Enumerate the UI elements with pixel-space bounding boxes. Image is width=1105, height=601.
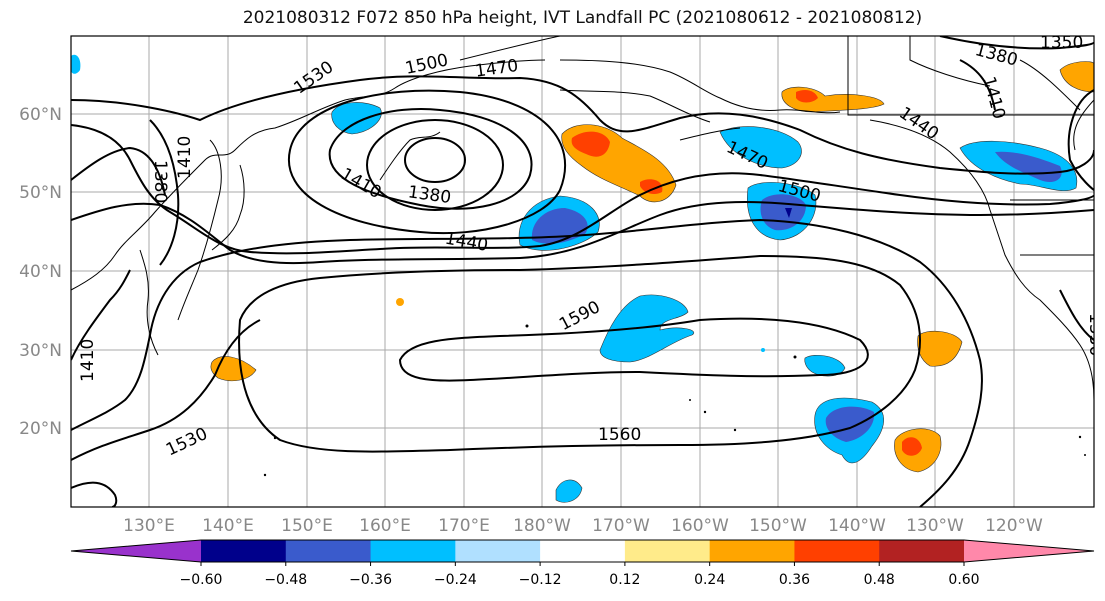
- contour-label: 1530: [1085, 313, 1105, 356]
- contour-e-1530: [1059, 289, 1094, 341]
- latitude-labels: 60°N 50°N 40°N 30°N 20°N: [19, 105, 62, 439]
- ivt-blob-jp-pos: [210, 356, 257, 382]
- colorbar-tick-label: −0.24: [434, 572, 477, 588]
- contour-ne-2: [959, 59, 996, 111]
- gridlines: [71, 36, 1094, 507]
- lat-label: 20°N: [19, 419, 62, 439]
- ivt-blob-sub1: [804, 355, 846, 377]
- ivt-blob-canada-pos: [1059, 61, 1094, 93]
- contour-west-3: [71, 269, 131, 361]
- colorbar-segment: [370, 540, 456, 562]
- colorbar-tick-label: 0.60: [948, 572, 979, 588]
- ivt-blob-nw-edge: [71, 54, 81, 74]
- colorbar-segment: [709, 540, 795, 562]
- colorbar-segment: [201, 540, 287, 562]
- contour-ne-3: [1067, 89, 1094, 191]
- contour-1470: [71, 124, 1094, 255]
- colorbar-tick-label: 0.12: [609, 572, 640, 588]
- longitude-labels: 130°E 140°E 150°E 160°E 170°E 180°W 170°…: [123, 516, 1043, 536]
- colorbar-tick-label: 0.24: [694, 572, 725, 588]
- contour-west-2: [149, 119, 180, 266]
- colorbar-segment: [540, 540, 626, 562]
- ivt-blob-kamchatka: [331, 102, 382, 135]
- colorbar-tick-label: 0.36: [779, 572, 810, 588]
- lon-label: 160°E: [359, 516, 411, 536]
- colorbar-segment: [879, 540, 965, 562]
- lon-label: 150°W: [749, 516, 807, 536]
- contour-1560: [238, 254, 921, 453]
- contour-1410: [287, 89, 566, 235]
- ivt-blob-sub3: [555, 479, 583, 503]
- lon-label: 150°E: [281, 516, 333, 536]
- contour-label: 1350: [1040, 33, 1083, 53]
- contour-label: 1560: [598, 425, 641, 445]
- lon-label: 180°W: [513, 516, 571, 536]
- lon-label: 170°E: [438, 516, 490, 536]
- ivt-blob-central: [599, 294, 695, 363]
- contour-low-2: [366, 119, 504, 211]
- contour-1530-lower: [71, 319, 261, 461]
- lon-label: 170°W: [592, 516, 650, 536]
- contour-label: 1410: [78, 339, 98, 382]
- colorbar-tick-label: −0.12: [519, 572, 562, 588]
- lat-label: 50°N: [19, 183, 62, 203]
- ivt-blob-dot-neg: [761, 348, 765, 352]
- colorbar-extend-low: [71, 540, 201, 562]
- height-contours: [71, 36, 1094, 507]
- contour-1380: [328, 108, 533, 210]
- colorbar-segment: [285, 540, 372, 562]
- coastlines: [71, 36, 1094, 401]
- lon-label: 160°W: [671, 516, 729, 536]
- colorbar-segment: [455, 540, 541, 562]
- contour-label: 1380: [150, 160, 170, 203]
- colorbar-tick-label: −0.48: [264, 572, 307, 588]
- contour-label: 1410: [175, 136, 195, 179]
- map-title: 2021080312 F072 850 hPa height, IVT Land…: [242, 8, 923, 28]
- lon-label: 140°E: [202, 516, 254, 536]
- contour-1590: [398, 317, 869, 382]
- ivt-shading: [71, 54, 1094, 503]
- lat-label: 30°N: [19, 341, 62, 361]
- contour-1530-outer: [71, 218, 983, 507]
- colorbar-segment: [794, 540, 880, 562]
- ivt-blob-alaska: [719, 126, 802, 169]
- contour-1440: [71, 75, 1094, 175]
- ivt-blob-dot-pos: [396, 298, 404, 306]
- contour-west-1: [71, 146, 166, 196]
- lon-label: 130°E: [123, 516, 175, 536]
- lat-label: 60°N: [19, 105, 62, 125]
- contour-1530-edge: [71, 481, 118, 507]
- contour-low-1: [404, 137, 466, 183]
- lon-label: 120°W: [985, 516, 1043, 536]
- lon-label: 130°W: [906, 516, 964, 536]
- lat-label: 40°N: [19, 262, 62, 282]
- colorbar: −0.60 −0.48 −0.36 −0.24 −0.12 0.12 0.24 0.36 0.4…: [70, 539, 1095, 588]
- map-border: [70, 35, 1095, 508]
- contour-1500: [71, 201, 1094, 265]
- contour-ne-1: [939, 36, 1094, 50]
- lon-label: 140°W: [828, 516, 886, 536]
- colorbar-tick-label: −0.36: [349, 572, 392, 588]
- colorbar-tick-label: 0.48: [864, 572, 895, 588]
- colorbar-segment: [624, 540, 711, 562]
- colorbar-extend-high: [964, 540, 1094, 562]
- colorbar-tick-label: −0.60: [180, 572, 223, 588]
